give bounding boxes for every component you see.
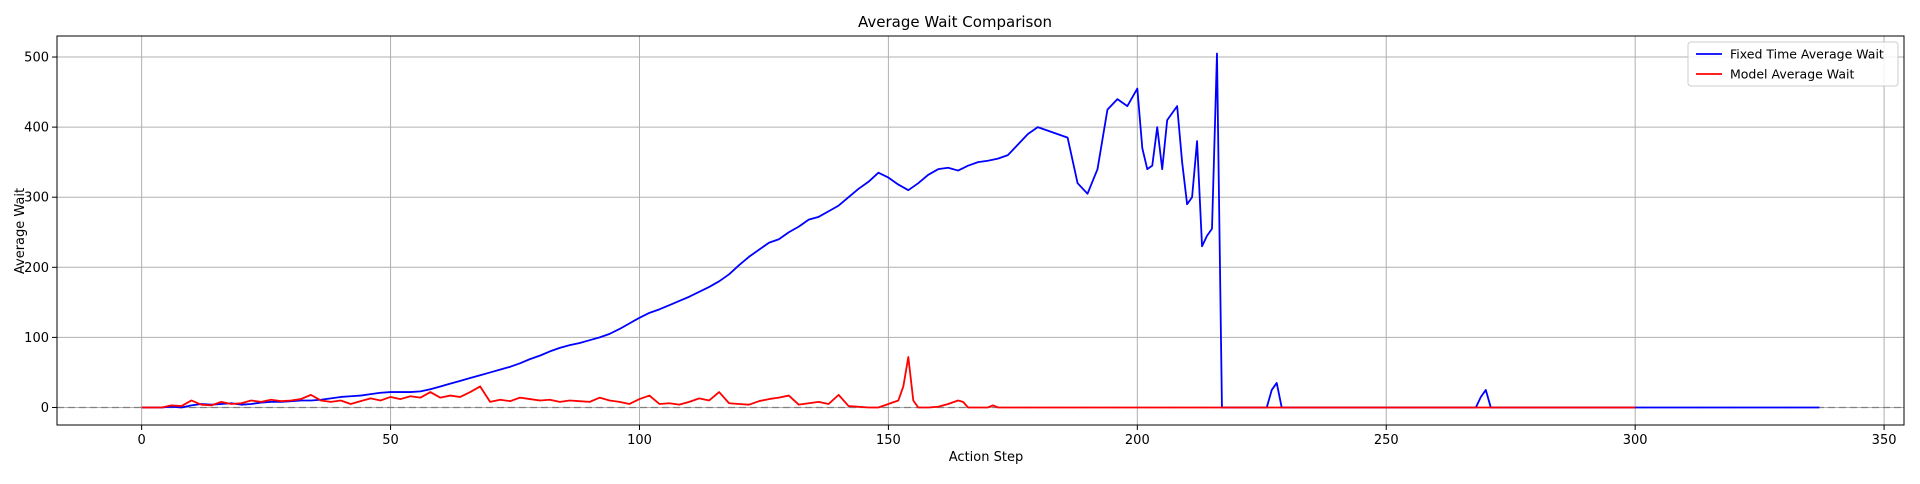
x-tick-label: 300 xyxy=(1623,433,1648,448)
y-axis-label: Average Wait xyxy=(13,188,28,274)
x-tick-label: 150 xyxy=(876,433,901,448)
y-tick-label: 400 xyxy=(24,121,49,136)
grid-lines xyxy=(57,36,1904,425)
x-tick-label: 0 xyxy=(137,433,145,448)
legend: Fixed Time Average Wait Model Average Wai… xyxy=(1687,41,1899,87)
x-tick-label: 50 xyxy=(382,433,399,448)
series-group xyxy=(141,52,1820,409)
y-tick-label: 0 xyxy=(41,401,49,416)
legend-label: Model Average Wait xyxy=(1730,67,1855,82)
x-axis-label: Action Step xyxy=(949,450,1023,465)
x-tick-label: 350 xyxy=(1872,433,1897,448)
x-tick-label: 250 xyxy=(1374,433,1399,448)
plot-frame xyxy=(56,35,1905,426)
y-tick-label: 100 xyxy=(24,331,49,346)
chart-title: Average Wait Comparison xyxy=(858,13,1052,31)
y-tick-label: 300 xyxy=(24,191,49,206)
x-tick-label: 100 xyxy=(627,433,652,448)
legend-label: Fixed Time Average Wait xyxy=(1730,47,1884,62)
axis-ticks: 0 50 100 150 200 250 300 350 0 100 200 300 400 500 xyxy=(24,51,1896,448)
x-tick-label: 200 xyxy=(1125,433,1150,448)
legend-box xyxy=(1687,41,1899,87)
y-tick-label: 200 xyxy=(24,261,49,276)
y-tick-label: 500 xyxy=(24,51,49,66)
model-wait-line xyxy=(141,356,1636,409)
